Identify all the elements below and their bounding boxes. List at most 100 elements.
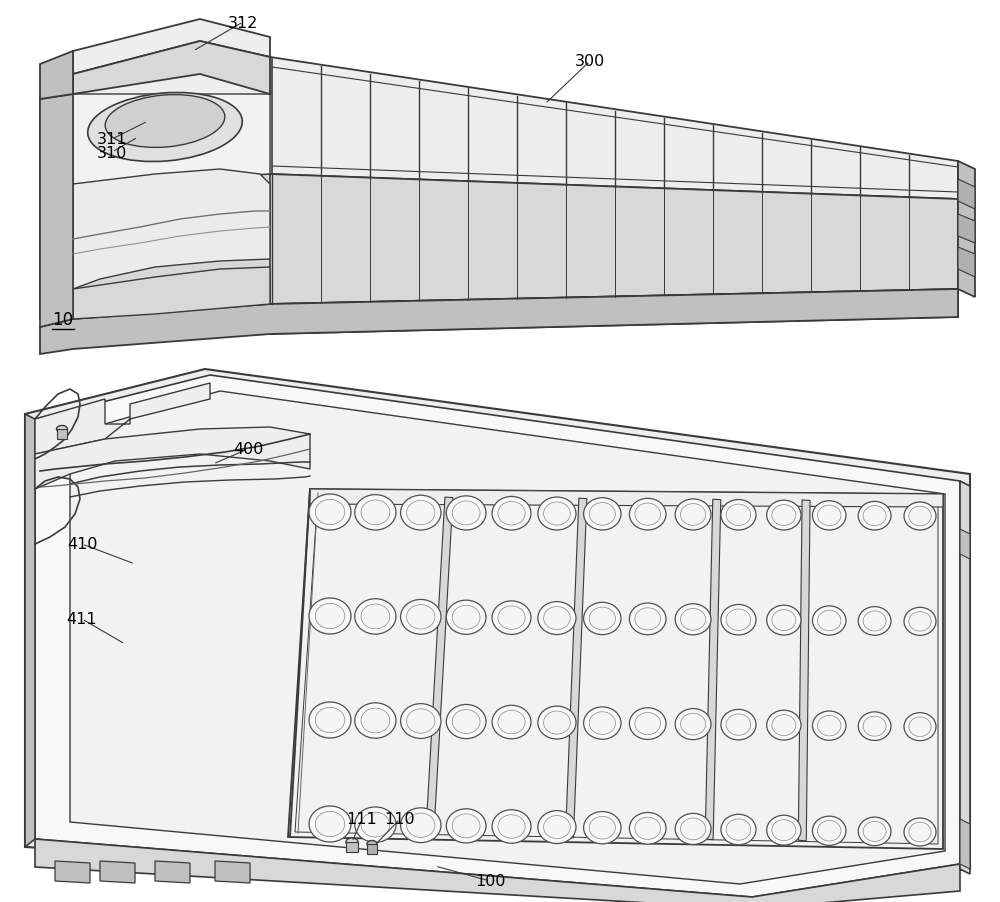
Polygon shape (73, 58, 958, 199)
Ellipse shape (452, 814, 480, 838)
Ellipse shape (538, 811, 576, 843)
Ellipse shape (492, 810, 531, 843)
Polygon shape (35, 375, 960, 897)
Ellipse shape (492, 497, 531, 530)
Ellipse shape (446, 601, 486, 635)
Ellipse shape (584, 707, 621, 740)
Text: 110: 110 (385, 812, 415, 826)
Polygon shape (73, 175, 270, 315)
Ellipse shape (904, 608, 936, 636)
Ellipse shape (721, 500, 756, 530)
Ellipse shape (589, 607, 615, 630)
Ellipse shape (446, 704, 486, 739)
Ellipse shape (544, 712, 570, 734)
Ellipse shape (767, 815, 801, 845)
Polygon shape (958, 215, 975, 244)
Ellipse shape (589, 503, 615, 526)
Ellipse shape (498, 711, 525, 734)
Ellipse shape (726, 819, 751, 841)
Polygon shape (960, 482, 970, 874)
Ellipse shape (401, 704, 441, 739)
Ellipse shape (492, 602, 531, 635)
Ellipse shape (407, 814, 435, 837)
Ellipse shape (355, 599, 396, 634)
Polygon shape (100, 861, 135, 883)
Polygon shape (57, 429, 67, 439)
Text: 410: 410 (67, 537, 97, 552)
Ellipse shape (858, 502, 891, 530)
Ellipse shape (57, 426, 68, 433)
Text: 311: 311 (97, 133, 127, 147)
Polygon shape (155, 861, 190, 883)
Polygon shape (346, 842, 358, 852)
Polygon shape (40, 95, 73, 327)
Ellipse shape (361, 501, 390, 525)
Ellipse shape (88, 94, 242, 162)
Ellipse shape (772, 820, 796, 841)
Ellipse shape (315, 812, 345, 837)
Text: 300: 300 (575, 54, 605, 69)
Ellipse shape (309, 494, 351, 530)
Ellipse shape (401, 808, 441, 842)
Ellipse shape (904, 818, 936, 846)
Ellipse shape (909, 612, 931, 631)
Ellipse shape (858, 817, 891, 846)
Polygon shape (35, 383, 210, 455)
Ellipse shape (544, 815, 570, 839)
Ellipse shape (681, 818, 706, 840)
Polygon shape (73, 42, 270, 95)
Ellipse shape (492, 705, 531, 739)
Polygon shape (565, 499, 587, 838)
Ellipse shape (498, 606, 525, 630)
Ellipse shape (904, 502, 936, 530)
Ellipse shape (629, 813, 666, 844)
Ellipse shape (635, 503, 661, 526)
Ellipse shape (817, 715, 841, 736)
Ellipse shape (361, 708, 390, 733)
Polygon shape (55, 861, 90, 883)
Ellipse shape (538, 498, 576, 530)
Ellipse shape (355, 807, 396, 842)
Ellipse shape (355, 703, 396, 739)
Polygon shape (70, 391, 945, 884)
Ellipse shape (629, 708, 666, 740)
Ellipse shape (726, 610, 751, 630)
Ellipse shape (589, 816, 615, 839)
Ellipse shape (629, 499, 666, 530)
Ellipse shape (361, 604, 390, 629)
Ellipse shape (675, 604, 711, 635)
Text: 100: 100 (475, 873, 505, 888)
Text: 400: 400 (233, 442, 263, 457)
Ellipse shape (812, 502, 846, 530)
Ellipse shape (584, 498, 621, 530)
Ellipse shape (909, 717, 931, 737)
Ellipse shape (309, 598, 351, 634)
Text: 312: 312 (228, 15, 258, 31)
Ellipse shape (681, 609, 706, 630)
Ellipse shape (407, 605, 435, 630)
Polygon shape (40, 95, 73, 319)
Ellipse shape (498, 502, 525, 525)
Polygon shape (73, 268, 270, 319)
Polygon shape (960, 529, 970, 559)
Ellipse shape (544, 607, 570, 630)
Ellipse shape (315, 707, 345, 732)
Ellipse shape (446, 496, 486, 530)
Ellipse shape (407, 501, 435, 525)
Ellipse shape (401, 496, 441, 530)
Ellipse shape (772, 610, 796, 630)
Ellipse shape (863, 716, 886, 736)
Polygon shape (798, 501, 810, 841)
Ellipse shape (452, 605, 480, 630)
Polygon shape (73, 175, 958, 312)
Ellipse shape (858, 607, 891, 636)
Ellipse shape (812, 712, 846, 741)
Ellipse shape (452, 502, 480, 525)
Ellipse shape (309, 806, 351, 842)
Ellipse shape (904, 713, 936, 741)
Ellipse shape (544, 502, 570, 526)
Ellipse shape (584, 603, 621, 635)
Polygon shape (310, 490, 943, 508)
Ellipse shape (675, 709, 711, 740)
Ellipse shape (817, 821, 841, 841)
